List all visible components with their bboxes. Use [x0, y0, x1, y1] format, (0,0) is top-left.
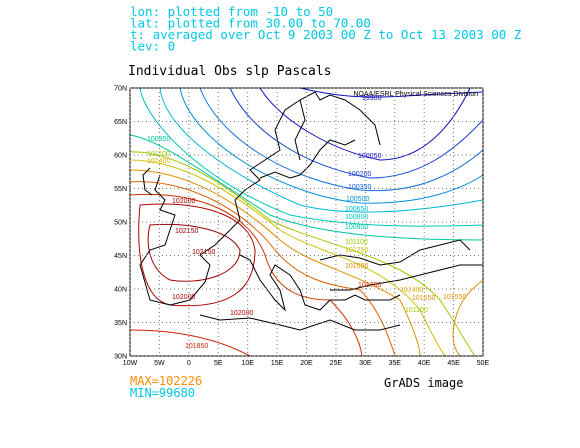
contour	[159, 87, 484, 213]
lat-tick-label: 60N	[114, 153, 127, 160]
contour	[129, 193, 363, 357]
contour-label: 100950	[147, 136, 170, 143]
max-label: MAX=102226	[130, 374, 202, 388]
lat-tick-label: 35N	[114, 320, 127, 327]
lon-tick-label: 0	[187, 360, 191, 367]
map-title: Individual Obs slp Pascals	[128, 64, 332, 79]
lon-tick-label: 45E	[447, 360, 460, 367]
contour	[259, 87, 471, 161]
contour-label: 101400	[147, 158, 170, 165]
header-line: lev: 0	[130, 39, 175, 54]
contour-label: 102000	[230, 310, 253, 317]
contour	[129, 329, 251, 357]
contour	[199, 87, 484, 192]
contour-label: 101250	[345, 247, 368, 254]
contour	[129, 169, 421, 357]
map: NOAA/ESRL Physical Sciences Division 10W…	[114, 86, 489, 368]
contour	[147, 223, 241, 282]
contour-label: 101100	[147, 151, 170, 158]
contour	[452, 279, 484, 357]
coastline	[142, 99, 356, 196]
contour-label: 101100	[405, 307, 428, 314]
header-line: lon: plotted from -10 to 50	[130, 4, 333, 19]
lon-tick-label: 40E	[418, 360, 431, 367]
lon-tick-label: 25E	[330, 360, 343, 367]
contour-label: 99900	[362, 95, 382, 102]
contour	[179, 87, 484, 204]
contour-label: 100500	[346, 196, 369, 203]
contour-label: 102000	[172, 294, 195, 301]
min-label: MIN=99680	[130, 386, 195, 400]
lon-tick-label: 15E	[271, 360, 284, 367]
lat-tick-label: 50N	[114, 220, 127, 227]
lat-tick-label: 40N	[114, 287, 127, 294]
contour-label: 100200	[348, 171, 371, 178]
lon-tick-label: 10E	[241, 360, 254, 367]
contour-label: 100350	[348, 184, 371, 191]
contour	[129, 151, 476, 357]
lat-tick-label: 55N	[114, 186, 127, 193]
lat-tick-label: 30N	[114, 354, 127, 361]
lon-tick-label: 30E	[359, 360, 372, 367]
contour-label: 101550	[443, 294, 466, 301]
contour-label: 102150	[192, 249, 215, 256]
lon-tick-label: 35E	[389, 360, 402, 367]
contour	[129, 181, 396, 357]
contour	[129, 134, 484, 241]
contour-label: 102000	[172, 198, 195, 205]
header-line: t: averaged over Oct 9 2003 00 Z to Oct …	[130, 27, 522, 42]
contour-label: 101400	[400, 287, 423, 294]
contour	[129, 159, 446, 357]
lon-tick-label: 50E	[477, 360, 490, 367]
coastline	[139, 91, 483, 331]
lon-tick-label: 5W	[154, 360, 165, 367]
contours	[129, 87, 484, 357]
lat-tick-label: 45N	[114, 253, 127, 260]
contour-label: 101850	[185, 343, 208, 350]
contour-label: 100650	[345, 206, 368, 213]
contour-label: 101700	[358, 282, 381, 289]
lon-tick-label: 10W	[123, 360, 138, 367]
contour-label: 102150	[175, 228, 198, 235]
lat-tick-label: 70N	[114, 86, 127, 93]
contour-label: 101100	[345, 239, 368, 246]
credit: NOAA/ESRL Physical Sciences Division	[353, 91, 478, 98]
contour-label: 101550	[412, 295, 435, 302]
contour	[139, 87, 484, 227]
lat-tick-label: 65N	[114, 119, 127, 126]
contour	[299, 87, 484, 98]
contour-label: 100800	[345, 214, 368, 221]
header-line: lat: plotted from 30.00 to 70.00	[130, 16, 371, 31]
contour-label: 101550	[345, 263, 368, 270]
contour-label: 100950	[345, 224, 368, 231]
lon-tick-label: 20E	[300, 360, 313, 367]
lon-tick-label: 5E	[214, 360, 223, 367]
contour	[138, 203, 256, 307]
source-label: GrADS image	[384, 376, 463, 390]
contour-label: 100050	[358, 153, 381, 160]
